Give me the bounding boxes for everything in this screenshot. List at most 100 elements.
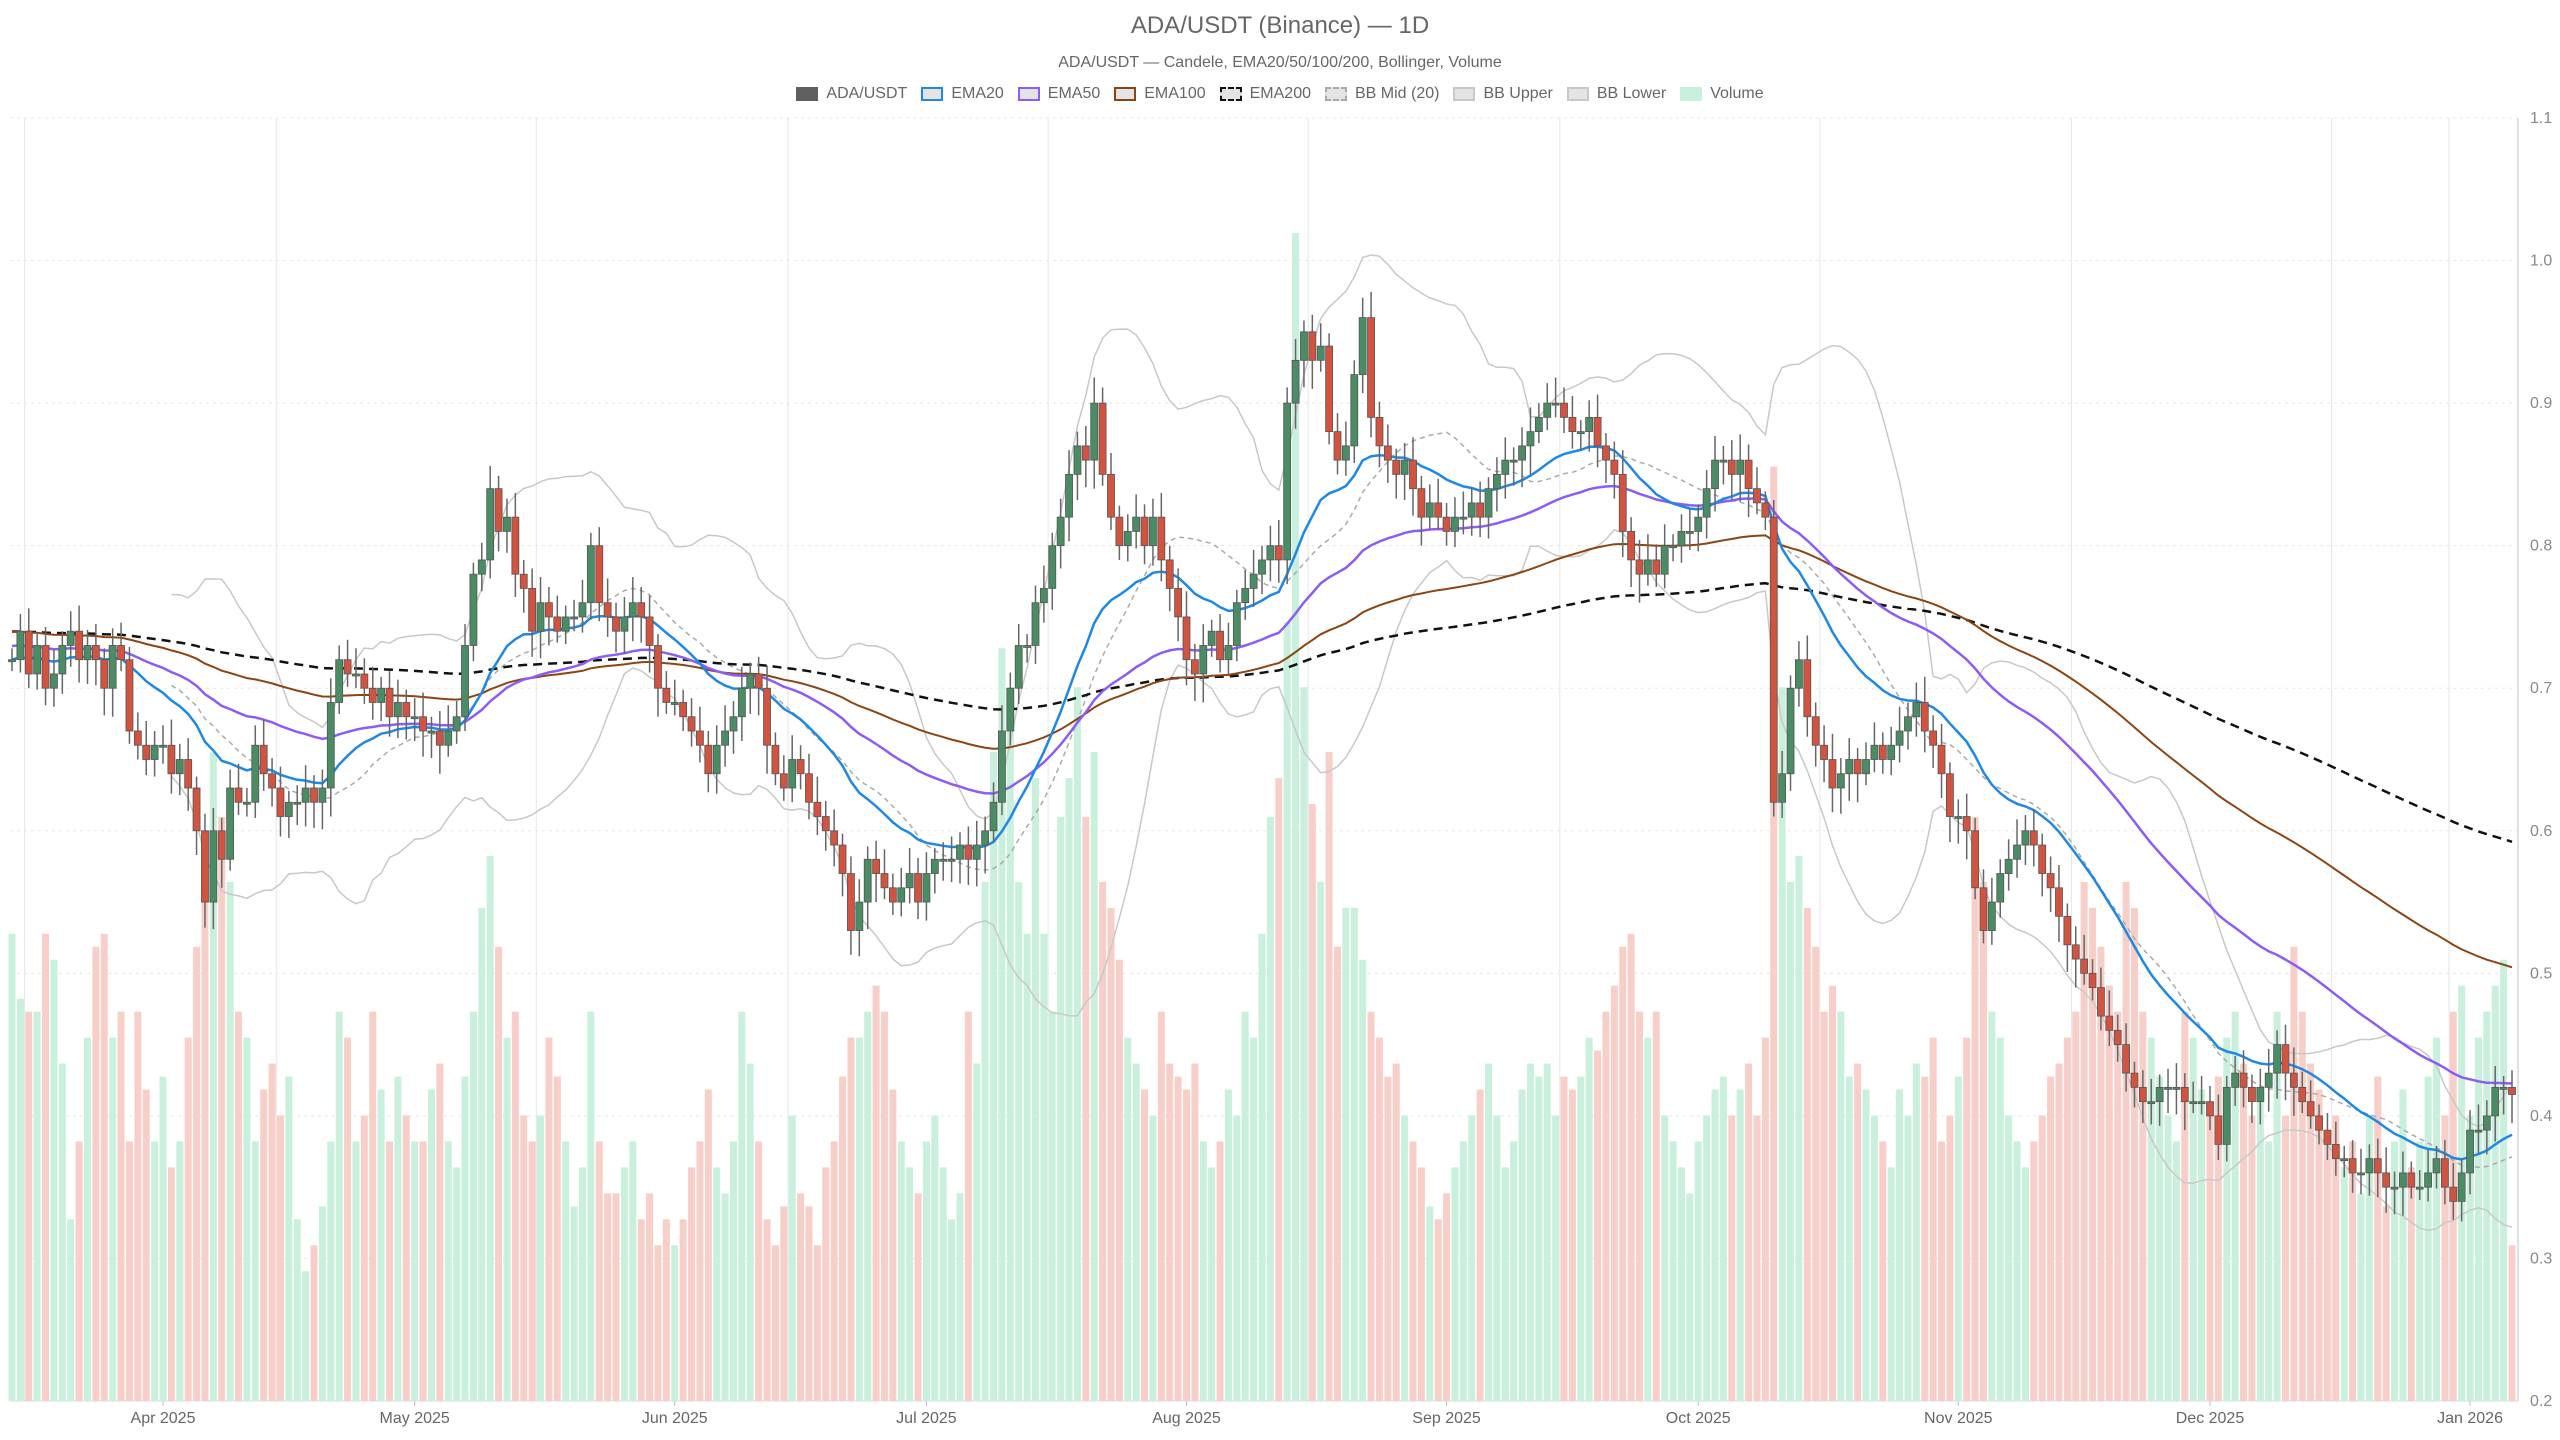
- volume-bar: [2323, 1141, 2331, 1401]
- candle-body: [41, 645, 50, 689]
- volume-bar: [2298, 1011, 2306, 1401]
- legend-item[interactable]: EMA200: [1219, 85, 1311, 103]
- candle-body: [2415, 1186, 2424, 1190]
- candle-body: [259, 744, 268, 775]
- volume-bar: [1325, 752, 1333, 1401]
- volume-bar: [201, 881, 209, 1401]
- candle-body: [2281, 1044, 2290, 1074]
- volume-bar: [2114, 1011, 2122, 1401]
- volume-bar: [100, 933, 108, 1401]
- y-tick-label: 0.4: [2530, 1108, 2552, 1125]
- volume-bar: [981, 881, 989, 1401]
- candle-body: [100, 659, 109, 689]
- volume-bar: [125, 1141, 133, 1401]
- candle-body: [2407, 1172, 2416, 1188]
- legend-swatch: [1114, 87, 1137, 101]
- volume-bar: [671, 1245, 679, 1401]
- volume-bar: [1174, 1076, 1182, 1401]
- candle-body: [2348, 1158, 2357, 1174]
- bb-upper-line: [171, 254, 2513, 1128]
- volume-bar: [1375, 1037, 1383, 1401]
- candle-body: [402, 702, 411, 718]
- legend-item[interactable]: EMA100: [1114, 85, 1206, 103]
- candle-body: [2457, 1172, 2466, 1202]
- volume-bar: [2080, 881, 2088, 1401]
- volume-bar: [1787, 881, 1795, 1401]
- candle-body: [2239, 1072, 2248, 1088]
- candle-body: [2390, 1186, 2399, 1190]
- candle-body: [2248, 1086, 2256, 1103]
- legend-swatch: [921, 87, 944, 101]
- legend-item[interactable]: BB Lower: [1566, 85, 1666, 103]
- volume-bar: [813, 1245, 821, 1401]
- candle-body: [50, 673, 58, 689]
- volume-bar: [729, 1141, 737, 1401]
- volume-bar: [1468, 1115, 1476, 1401]
- candle-body: [2424, 1172, 2433, 1188]
- candle-body: [2138, 1086, 2147, 1103]
- candle-body: [461, 645, 469, 718]
- volume-bar: [1971, 817, 1979, 1401]
- volume-bar: [2256, 1089, 2264, 1401]
- volume-bar: [1015, 881, 1023, 1401]
- candle-body: [2466, 1129, 2474, 1174]
- candle-body: [83, 645, 92, 661]
- candle-body: [1753, 488, 1761, 504]
- volume-bar: [1090, 752, 1098, 1401]
- candle-body: [721, 730, 729, 746]
- volume-bar: [1812, 946, 1820, 1401]
- volume-bar: [1803, 907, 1811, 1401]
- volume-bar: [1417, 1167, 1425, 1401]
- volume-bar: [402, 1115, 410, 1401]
- legend-item[interactable]: ADA/USDT: [796, 85, 907, 103]
- candle-body: [830, 830, 839, 846]
- candle-body: [956, 844, 964, 860]
- volume-bar: [520, 1115, 528, 1401]
- volume-bar: [2164, 1115, 2172, 1401]
- volume-bar: [436, 1063, 444, 1401]
- candle-body: [1501, 459, 1510, 475]
- volume-bar: [1610, 985, 1618, 1401]
- candle-body: [939, 858, 948, 862]
- candle-body: [1451, 516, 1459, 532]
- volume-bar: [822, 1167, 830, 1401]
- candle-body: [1442, 516, 1451, 532]
- volume-bar: [973, 1063, 981, 1401]
- candle-body: [2373, 1158, 2382, 1174]
- volume-bar: [1694, 1141, 1702, 1401]
- legend: ADA/USDT EMA20 EMA50 EMA100 EMA200 BB Mid (20…: [0, 85, 2560, 103]
- volume-bar: [2315, 1089, 2323, 1401]
- candle-body: [394, 702, 402, 718]
- legend-item[interactable]: EMA20: [921, 85, 1004, 103]
- candle-body: [1803, 659, 1812, 718]
- volume-bar: [444, 1141, 452, 1401]
- legend-item[interactable]: BB Mid (20): [1325, 85, 1439, 103]
- volume-bar: [1887, 1167, 1895, 1401]
- candle-body: [1115, 516, 1124, 547]
- volume-bar: [738, 1011, 746, 1401]
- volume-bar: [1854, 1063, 1862, 1401]
- candle-body: [2180, 1086, 2189, 1103]
- volume-bar: [2139, 1011, 2147, 1401]
- volume-bar: [1208, 1167, 1216, 1401]
- candle-body: [1383, 445, 1392, 461]
- candle-body: [930, 858, 939, 874]
- candle-body: [469, 573, 478, 646]
- volume-bar: [2416, 1141, 2424, 1401]
- volume-bar: [1300, 687, 1308, 1401]
- candle-body: [2482, 1115, 2491, 1131]
- legend-item[interactable]: BB Upper: [1453, 85, 1553, 103]
- volume-bar: [1837, 1011, 1845, 1401]
- legend-item[interactable]: EMA50: [1017, 85, 1100, 103]
- candle-body: [1769, 516, 1778, 803]
- legend-item[interactable]: Volume: [1680, 85, 1764, 103]
- volume-bar: [226, 881, 234, 1401]
- y-tick-label: 0.7: [2530, 680, 2552, 697]
- candle-body: [654, 645, 662, 689]
- candle-body: [2340, 1158, 2349, 1162]
- candle-body: [645, 616, 654, 646]
- volume-bar: [1141, 1089, 1149, 1401]
- volume-bar: [553, 1076, 561, 1401]
- volume-bar: [1283, 622, 1291, 1401]
- candle-body: [159, 744, 167, 748]
